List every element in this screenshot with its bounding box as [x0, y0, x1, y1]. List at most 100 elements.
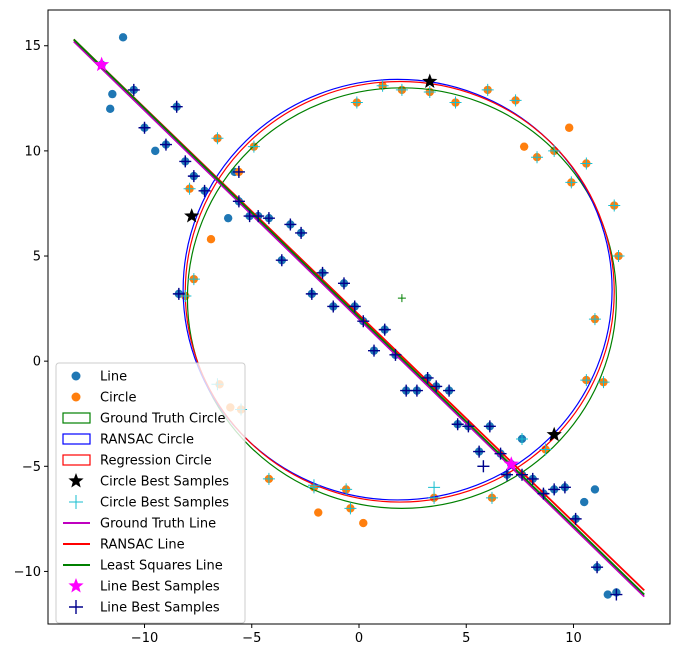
circle-best-sample-plus-0: [211, 132, 224, 145]
circle-best-sample-plus-3: [183, 182, 196, 195]
legend-label-10: Line Best Samples: [100, 580, 220, 595]
legend-entry-7: Ground Truth Line: [63, 517, 216, 532]
line-best-sample-plus-15: [316, 266, 329, 279]
line-point-4: [590, 485, 600, 494]
legend-label-4: Regression Circle: [100, 454, 212, 469]
line-best-sample-plus-29: [462, 420, 475, 433]
ground-truth-line: [73, 40, 645, 598]
x-tick-label-0: −10: [131, 631, 158, 646]
circle-best-sample-star-1: [184, 208, 200, 223]
legend-box: [55, 362, 246, 624]
circle-best-sample-plus-31: [376, 79, 389, 92]
circle-best-sample-plus-5: [187, 273, 200, 286]
y-tick-label-0: −10: [14, 565, 41, 580]
ransac-circle: [182, 78, 613, 501]
circle-best-sample-star-2: [546, 426, 562, 442]
line-best-sample-star-1: [503, 456, 519, 471]
line-best-sample-star-0: [94, 56, 110, 72]
ground-truth-center-mark: [397, 294, 406, 303]
circle-point-1: [564, 123, 574, 132]
least-squares-line: [73, 38, 645, 596]
circle-best-sample-plus-30: [395, 83, 408, 96]
line-best-sample-plus-35: [526, 472, 539, 485]
line-best-sample-plus-19: [357, 315, 370, 328]
legend-entry-0: Line: [71, 370, 127, 385]
legend-entry-5: Circle Best Samples: [68, 473, 229, 490]
legend-entry-11: Line Best Samples: [69, 600, 220, 616]
line-best-sample-plus-24: [410, 384, 423, 397]
circle-best-sample-plus-32: [350, 96, 363, 109]
circle-point-4: [314, 508, 323, 517]
axes-layer: −10 −5 0 5 10 −10 −5 0 5 10 15: [14, 39, 582, 646]
circle-best-sample-plus-24: [548, 144, 561, 157]
circle-best-sample-plus-25: [531, 151, 544, 164]
legend-entry-3: RANSAC Circle: [62, 433, 194, 448]
legend-label-3: RANSAC Circle: [100, 433, 194, 448]
legend-handle-0: [71, 371, 81, 381]
line-best-sample-plus-20: [368, 344, 381, 357]
line-best-sample-plus-13: [295, 226, 308, 239]
circle-best-sample-plus-15: [516, 432, 529, 445]
circle-point-0: [206, 234, 216, 244]
legend-handle-5: [68, 473, 84, 488]
line-best-sample-plus-2: [159, 138, 172, 151]
circle-best-sample-plus-11: [344, 502, 357, 515]
y-tick-label-3: 5: [33, 250, 41, 265]
x-tick-label-3: 5: [462, 631, 470, 646]
legend-handle-11: [69, 600, 83, 614]
circle-best-sample-plus-17: [580, 374, 593, 387]
legend-label-8: RANSAC Line: [100, 538, 185, 553]
legend-label-5: Circle Best Samples: [100, 475, 229, 490]
legend-label-9: Least Squares Line: [100, 559, 223, 574]
legend-entry-2: Ground Truth Circle: [62, 412, 226, 427]
y-tick-label-4: 10: [24, 144, 41, 159]
legend-entry-9: Least Squares Line: [63, 559, 223, 574]
circle-best-sample-star-0: [422, 73, 438, 88]
legend-entry-4: Regression Circle: [62, 454, 212, 469]
line-best-sample-plus-10: [262, 212, 275, 225]
line-best-sample-plus-18: [348, 300, 361, 313]
legend: Line Circle Ground Truth Circle RANSAC Circ…: [55, 362, 246, 624]
legend-label-1: Circle: [100, 391, 137, 406]
circle-best-sample-plus-23: [565, 176, 578, 189]
line-best-sample-plus-38: [558, 481, 571, 494]
line-best-sample-plus-11: [275, 254, 288, 267]
circle-best-sample-plus-13: [428, 481, 441, 494]
line-best-sample-plus-6: [198, 184, 211, 197]
x-tick-label-4: 10: [565, 631, 582, 646]
line-point-8: [108, 89, 117, 99]
circle-best-sample-plus-26: [509, 94, 522, 107]
line-point-1: [106, 104, 115, 114]
line-best-sample-plus-1: [138, 121, 151, 134]
line-best-sample-plus-9: [252, 210, 265, 223]
line-best-sample-plus-27: [443, 384, 456, 397]
legend-handle-6: [69, 495, 83, 509]
circle-point-5: [359, 518, 368, 528]
legend-label-11: Line Best Samples: [100, 601, 220, 616]
legend-label-7: Ground Truth Line: [100, 517, 216, 532]
circle-best-sample-plus-8: [262, 472, 275, 485]
line-best-sample-plus-30: [473, 445, 486, 458]
legend-entry-8: RANSAC Line: [63, 538, 185, 553]
line-best-sample-plus-32: [494, 447, 507, 460]
line-point-5: [580, 497, 589, 507]
line-best-sample-plus-41: [610, 588, 623, 601]
line-best-sample-plus-3: [170, 100, 183, 113]
line-best-sample-plus-28: [451, 418, 464, 431]
line-point-2: [151, 146, 160, 156]
legend-handle-2: [62, 412, 91, 424]
legend-entry-1: Circle: [71, 391, 137, 406]
line-best-sample-plus-39: [569, 512, 582, 525]
line-best-sample-plus-37: [548, 483, 561, 496]
circle-best-sample-plus-14: [485, 491, 498, 504]
line-best-sample-plus-42: [172, 287, 185, 300]
y-tick-label-1: −5: [22, 460, 41, 475]
circle-best-sample-plus-1: [247, 140, 260, 153]
line-best-sample-plus-14: [305, 287, 318, 300]
legend-entry-6: Circle Best Samples: [69, 495, 229, 511]
circle-best-sample-plus-22: [580, 157, 593, 170]
y-tick-label-5: 15: [24, 39, 41, 54]
circle-best-sample-plus-29: [423, 86, 436, 99]
line-point-51: [603, 590, 612, 599]
